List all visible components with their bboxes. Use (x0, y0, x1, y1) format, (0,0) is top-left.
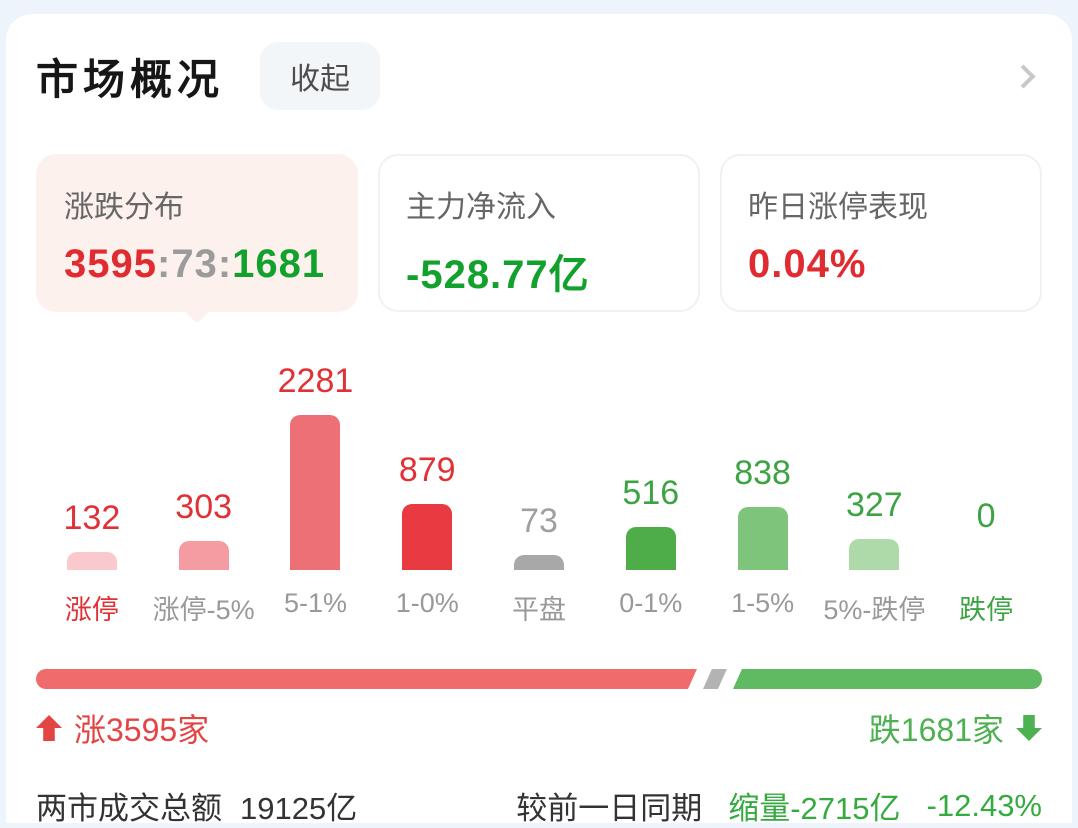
bar-value: 879 (398, 451, 456, 489)
bar-category-label: 涨停 (64, 595, 119, 625)
bar-category-label: 5%-跌停 (823, 595, 926, 625)
bar-category-label: 5-1% (283, 588, 347, 618)
comparison-pct: -12.43% (926, 787, 1042, 823)
bar-value: 0 (976, 497, 996, 535)
bar (849, 539, 900, 570)
comparison-value: 缩量-2715亿 (728, 791, 901, 826)
breadth-counts: 涨3595家 跌1681家 (36, 705, 1042, 751)
comparison-stat: 较前一日同期 缩量-2715亿 -12.43% (516, 783, 1042, 828)
bar-value: 2281 (277, 362, 354, 400)
chart-column[interactable]: 2281 5-1% (260, 358, 372, 627)
card-net-inflow-value: -528.77亿 (406, 253, 590, 297)
bar-category-label: 0-1% (619, 588, 683, 618)
card-net-inflow[interactable]: 主力净流入 -528.77亿 (378, 154, 700, 312)
distribution-chart: 132 涨停 303 涨停-5% 2281 5-1% 879 1-0% 73 平盘 516 0-1% 8… (36, 358, 1042, 627)
up-arrow-icon (36, 715, 62, 741)
bar (290, 415, 341, 570)
card-yesterday-limit-up[interactable]: 昨日涨停表现 0.04% (720, 154, 1042, 312)
down-count: 1681 (232, 242, 326, 286)
bar (737, 507, 788, 570)
summary-cards: 涨跌分布 3595:73:1681 主力净流入 -528.77亿 昨日涨停表现 … (36, 154, 1042, 324)
card-pointer-tail (180, 290, 214, 324)
breadth-flat-segment (703, 669, 727, 689)
collapse-button[interactable]: 收起 (260, 42, 381, 110)
bar-category-label: 1-0% (395, 588, 459, 618)
bar-value: 838 (734, 454, 791, 492)
chart-column[interactable]: 327 5%-跌停 (818, 358, 930, 627)
chart-column[interactable]: 73 平盘 (483, 358, 595, 627)
bar-value: 73 (520, 502, 558, 540)
market-overview-panel: 市场概况 收起 涨跌分布 3595:73:1681 主力净流入 -528.77亿… (6, 14, 1072, 826)
bar-category-label: 1-5% (731, 588, 795, 618)
chart-column[interactable]: 516 0-1% (595, 358, 707, 627)
bar-value: 132 (63, 499, 121, 537)
separator: : (217, 242, 233, 286)
bar-category-label: 涨停-5% (152, 595, 255, 625)
header: 市场概况 收起 (36, 14, 1042, 110)
bar (66, 552, 117, 570)
bottom-stats: 两市成交总额 19125亿 较前一日同期 缩量-2715亿 -12.43% (36, 783, 1042, 828)
chart-column[interactable]: 303 涨停-5% (148, 358, 260, 627)
bar (514, 555, 565, 570)
flat-count: 73 (171, 242, 218, 286)
up-count-label: 涨3595家 (74, 712, 210, 748)
chart-column[interactable]: 838 1-5% (707, 358, 819, 627)
comparison-label: 较前一日同期 (516, 791, 703, 826)
bar-value: 327 (845, 486, 903, 524)
bar-category-label: 跌停 (959, 595, 1014, 625)
turnover-label: 两市成交总额 (36, 791, 222, 826)
down-count-row: 跌1681家 (869, 705, 1042, 751)
bar-value: 516 (622, 474, 680, 512)
bar (402, 504, 453, 570)
up-count-row: 涨3595家 (36, 705, 209, 751)
breadth-bar (36, 669, 1042, 689)
down-arrow-icon (1016, 715, 1042, 741)
chart-column[interactable]: 879 1-0% (371, 358, 483, 627)
breadth-up-segment (36, 669, 697, 689)
page-title: 市场概况 (36, 55, 225, 103)
chart-column[interactable]: 0 跌停 (930, 358, 1042, 627)
card-distribution-value: 3595:73:1681 (64, 242, 330, 287)
card-distribution-label: 涨跌分布 (64, 191, 184, 224)
card-yesterday-limit-up-label: 昨日涨停表现 (748, 191, 928, 224)
separator: : (156, 242, 172, 286)
card-yesterday-limit-up-value: 0.04% (748, 242, 867, 286)
chevron-right-icon[interactable] (1011, 63, 1036, 89)
bar-value: 303 (175, 488, 233, 526)
card-net-inflow-label: 主力净流入 (406, 191, 556, 224)
down-count-label: 跌1681家 (868, 712, 1004, 748)
bar-category-label: 平盘 (512, 595, 567, 625)
chart-column[interactable]: 132 涨停 (36, 358, 148, 627)
breadth-down-segment (732, 669, 1042, 689)
card-distribution[interactable]: 涨跌分布 3595:73:1681 (36, 154, 358, 324)
turnover-value: 19125亿 (240, 791, 358, 826)
turnover-stat: 两市成交总额 19125亿 (36, 783, 357, 828)
bar (178, 541, 229, 570)
up-count: 3595 (64, 242, 157, 286)
bar (625, 527, 676, 570)
